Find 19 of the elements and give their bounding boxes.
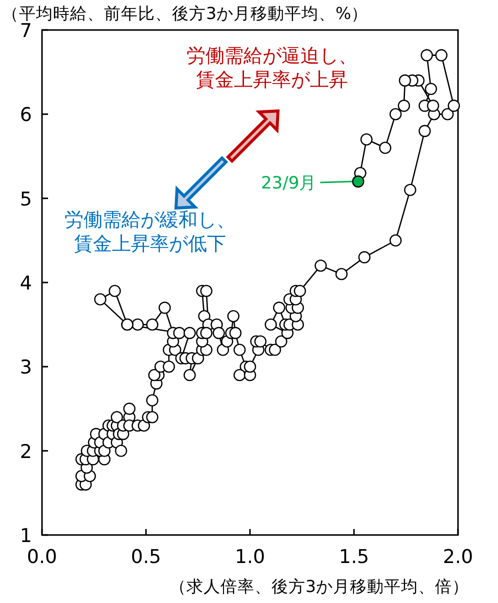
- annotation: 労働需給が緩和し、: [64, 209, 236, 231]
- y-tick-label: 4: [20, 272, 32, 294]
- y-tick-label: 6: [20, 104, 32, 126]
- annotation: 労働需給が逼迫し、: [186, 45, 358, 67]
- x-tick-label: 0.0: [26, 546, 58, 568]
- y-tick-label: 1: [20, 525, 32, 547]
- x-tick-label: 0.5: [130, 546, 162, 568]
- y-tick-label: 2: [20, 440, 32, 463]
- annotation: 賃金上昇率が上昇: [196, 69, 348, 91]
- y-axis-title: （平均時給、前年比、後方3か月移動平均、%）: [2, 4, 368, 23]
- y-tick-label: 5: [20, 188, 32, 210]
- x-axis-title: （求人倍率、後方3か月移動平均、倍）: [170, 577, 469, 596]
- y-tick-label: 7: [20, 20, 32, 42]
- y-tick-label: 3: [20, 356, 32, 379]
- x-tick-label: 1.5: [338, 546, 370, 568]
- annotation: 賃金上昇率が低下: [74, 233, 226, 255]
- x-tick-label: 2.0: [442, 546, 474, 568]
- x-tick-label: 1.0: [234, 546, 266, 568]
- annotation: 23/9月: [260, 174, 316, 194]
